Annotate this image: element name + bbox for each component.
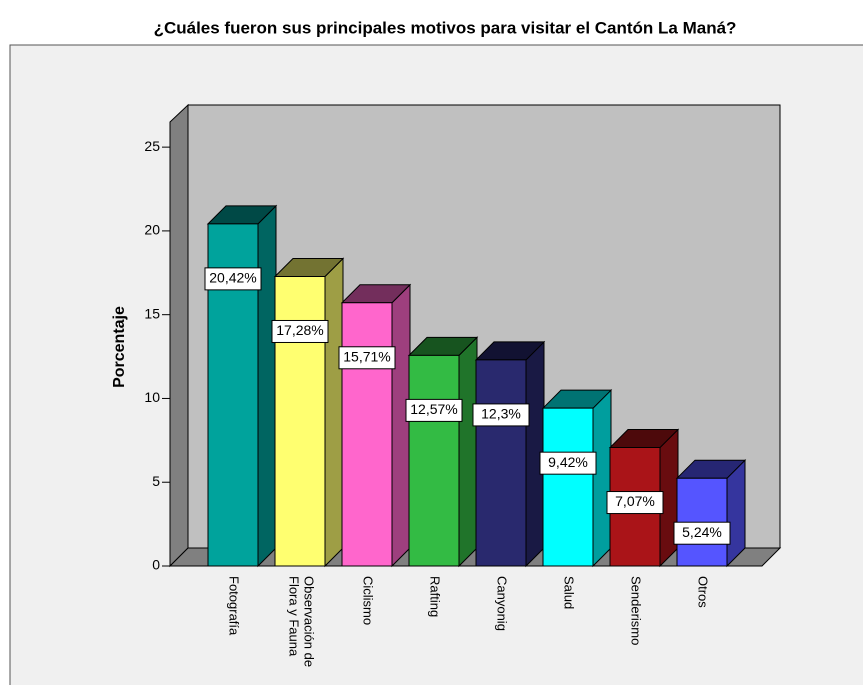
bar-front [274, 275, 326, 567]
value-label-box [204, 267, 262, 291]
bar [675, 458, 747, 568]
x-tick-label: Salud [562, 576, 577, 609]
side-wall [169, 103, 189, 568]
bar-side [257, 204, 277, 568]
bar [474, 340, 546, 568]
y-tick-label: 10 [144, 389, 160, 405]
x-tick-label-line: Flora y Fauna [286, 576, 301, 657]
bar-side [592, 388, 612, 568]
value-label: 9,42% [548, 454, 588, 470]
bar [206, 204, 278, 568]
chart-title: ¿Cuáles fueron sus principales motivos p… [154, 18, 737, 37]
value-label-box [539, 451, 597, 475]
y-tick-label: 0 [152, 557, 160, 573]
bar [541, 388, 613, 568]
value-label-box [271, 319, 329, 343]
value-label: 17,28% [276, 322, 323, 338]
value-label: 12,3% [481, 406, 521, 422]
bar-front [341, 302, 393, 567]
x-tick-label: Rafting [428, 576, 443, 617]
y-axis-label: Porcentaje [111, 306, 128, 388]
value-label: 12,57% [410, 401, 457, 417]
x-tick-label-line: Observación de [301, 576, 316, 667]
x-tick-label: Otros [696, 576, 711, 608]
value-label-box [673, 521, 731, 545]
value-label: 5,24% [682, 524, 722, 540]
y-tick-label: 15 [144, 305, 160, 321]
value-label: 20,42% [209, 270, 256, 286]
bar [407, 336, 479, 568]
value-label: 15,71% [343, 348, 390, 364]
bar-front [207, 223, 259, 567]
x-tick-label: Canyonig [495, 576, 510, 631]
bar-front [475, 359, 527, 567]
y-tick-label: 5 [152, 473, 160, 489]
bar-side [458, 336, 478, 568]
y-tick-label: 20 [144, 222, 160, 238]
value-label-box [338, 346, 396, 370]
value-label-box [405, 398, 463, 422]
bar [340, 283, 412, 568]
bar-front [408, 354, 460, 567]
value-label-box [472, 403, 530, 427]
x-tick-label: Ciclismo [361, 576, 376, 625]
x-tick-label: Senderismo [629, 576, 644, 645]
y-tick-label: 25 [144, 138, 160, 154]
bar [273, 257, 345, 568]
value-label-box [606, 491, 664, 515]
x-tick-label: Observación deFlora y Fauna [286, 576, 316, 667]
x-tick-label: Fotografía [227, 576, 242, 636]
value-label: 7,07% [615, 493, 655, 509]
bar-side [391, 283, 411, 568]
bar-front [542, 407, 594, 567]
bar-side [324, 257, 344, 568]
